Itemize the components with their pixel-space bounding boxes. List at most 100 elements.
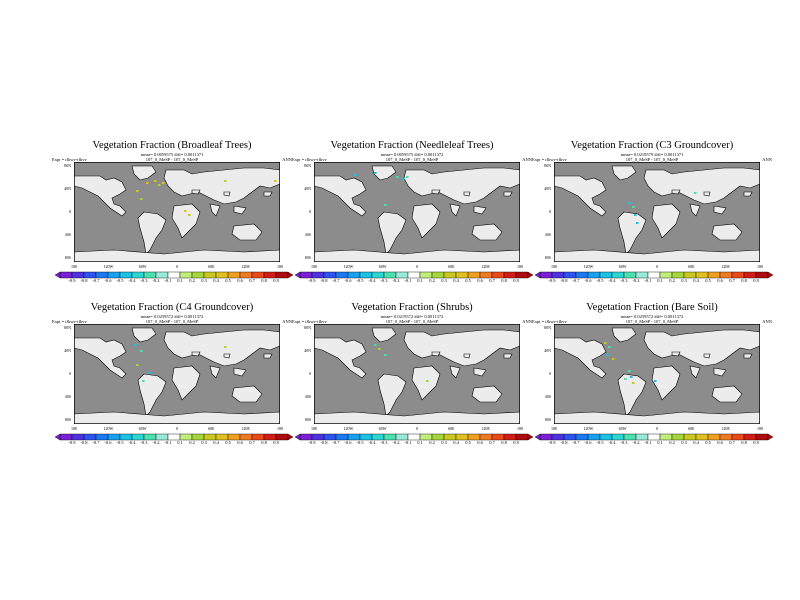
lon-tick-label: 0: [416, 264, 418, 269]
colorbar-tick-label: 0.6: [477, 440, 483, 445]
lat-tick-label: 80N: [64, 163, 71, 168]
colorbar-tick-label: 0.4: [213, 440, 219, 445]
colorbar-high-arrow: [287, 433, 294, 441]
colorbar-tick-label: -0.7: [572, 278, 580, 283]
lon-tick-label: 0: [416, 426, 418, 431]
colorbar-tick-label: -0.2: [392, 440, 400, 445]
colorbar: [295, 433, 534, 441]
colorbar: [55, 433, 294, 441]
colorbar-tick-label: -0.2: [392, 278, 400, 283]
colorbar-tick-label: -0.6: [584, 440, 592, 445]
vegetation-anomaly-cell: [136, 364, 139, 366]
vegetation-anomaly-cell: [140, 198, 143, 200]
lat-tick-label: 40S: [64, 232, 71, 237]
colorbar-tick-label: 0.7: [729, 278, 735, 283]
colorbar-tick-label: -0.3: [380, 440, 388, 445]
panel-period: ANN: [282, 157, 292, 162]
map-frame: [554, 162, 760, 262]
colorbar-tick-label: 0.8: [261, 278, 267, 283]
vegetation-anomaly-cell: [630, 376, 633, 378]
map-plot: [314, 324, 520, 424]
colorbar-tick-label: 0.7: [249, 440, 255, 445]
land-mass: [74, 337, 127, 379]
land-mass: [314, 411, 520, 424]
land-mass: [713, 205, 727, 215]
land-mass: [131, 327, 157, 343]
lon-tick-label: 60E: [448, 264, 455, 269]
map-svg: [74, 324, 280, 424]
land-mass: [131, 165, 157, 181]
colorbar-tick-label: -0.4: [368, 440, 376, 445]
lat-tick-label: 80N: [544, 163, 551, 168]
lon-tick-label: 180: [311, 264, 317, 269]
lon-tick-label: 120W: [343, 264, 354, 269]
lon-tick-label: 60W: [378, 264, 387, 269]
lon-tick-label: 0: [176, 426, 178, 431]
panel-run: 107_0_MeSP - 107_0_MeSP: [385, 319, 439, 324]
vegetation-anomaly-cell: [136, 190, 139, 192]
colorbar-tick-label: -0.4: [368, 278, 376, 283]
colorbar-tick-label: -0.8: [80, 278, 88, 283]
colorbar-tick-label: 0.3: [201, 278, 207, 283]
colorbar-tick-label: -0.7: [572, 440, 580, 445]
colorbar-tick-label: 0.2: [189, 278, 195, 283]
colorbar-tick-label: -0.6: [344, 278, 352, 283]
colorbar-tick-label: 0.2: [429, 440, 435, 445]
vegetation-anomaly-cell: [146, 182, 149, 184]
land-mass: [74, 411, 280, 424]
lon-tick-label: 0: [176, 264, 178, 269]
land-mass: [231, 223, 263, 241]
vegetation-anomaly-cell: [134, 344, 137, 346]
lat-tick-label: 80N: [544, 325, 551, 330]
colorbar-tick-label: -0.7: [92, 440, 100, 445]
colorbar-tick-label: -0.9: [68, 278, 76, 283]
colorbar-tick-label: 0.9: [513, 440, 519, 445]
map-svg: [74, 162, 280, 262]
land-mass: [411, 365, 441, 401]
colorbar-tick-label: 0.4: [693, 440, 699, 445]
vegetation-anomaly-cell: [694, 192, 697, 194]
colorbar-tick-label: 0.5: [225, 278, 231, 283]
map-plot: [74, 162, 280, 262]
land-mass: [503, 191, 513, 197]
lat-tick-label: 40N: [304, 348, 311, 353]
colorbar-tick-label: 0.5: [465, 278, 471, 283]
map-panel: Vegetation Fraction (C3 Groundcover) mean…: [532, 140, 774, 290]
map-plot: [74, 324, 280, 424]
land-mass: [473, 367, 487, 377]
lat-tick-label: 40N: [544, 348, 551, 353]
colorbar-high-arrow: [527, 433, 534, 441]
colorbar-tick-label: 0.1: [417, 278, 423, 283]
vegetation-anomaly-cell: [374, 344, 377, 346]
map-panel: Vegetation Fraction (Needleleaf Trees) me…: [292, 140, 534, 290]
colorbar-tick-label: -0.5: [356, 278, 364, 283]
map-panel: Vegetation Fraction (Bare Soil) mean= 0.0…: [532, 302, 774, 452]
panel-stats: mean= 0.0259572 diff= 0.0011372: [140, 314, 204, 319]
map-frame: [554, 324, 760, 424]
panel-run: 107_0_MeSP - 107_0_MeSP: [145, 319, 199, 324]
lat-tick-label: 80S: [64, 417, 71, 422]
lat-tick-label: 80S: [544, 417, 551, 422]
colorbar-tick-label: -0.7: [332, 278, 340, 283]
colorbar-tick-label: -0.2: [152, 440, 160, 445]
lat-tick-label: 0: [549, 209, 551, 214]
colorbar-tick-label: -0.8: [80, 440, 88, 445]
land-mass: [643, 329, 760, 367]
lon-tick-label: 60E: [448, 426, 455, 431]
colorbar-tick-label: -0.5: [596, 440, 604, 445]
map-frame: [314, 324, 520, 424]
panel-expt: Expt = tfkwv-tfkvv: [532, 319, 567, 324]
vegetation-anomaly-cell: [374, 172, 377, 174]
lat-tick-label: 80N: [64, 325, 71, 330]
land-mass: [223, 353, 231, 359]
lon-tick-label: 120W: [583, 426, 594, 431]
land-mass: [431, 189, 441, 195]
vegetation-anomaly-cell: [396, 176, 399, 178]
colorbar-tick-label: 0.4: [213, 278, 219, 283]
colorbar-tick-label: -0.9: [308, 440, 316, 445]
land-mass: [651, 203, 681, 239]
colorbar-tick-label: 0.3: [681, 440, 687, 445]
land-mass: [463, 191, 471, 197]
colorbar-tick-label: -0.9: [548, 278, 556, 283]
land-mass: [209, 203, 221, 217]
